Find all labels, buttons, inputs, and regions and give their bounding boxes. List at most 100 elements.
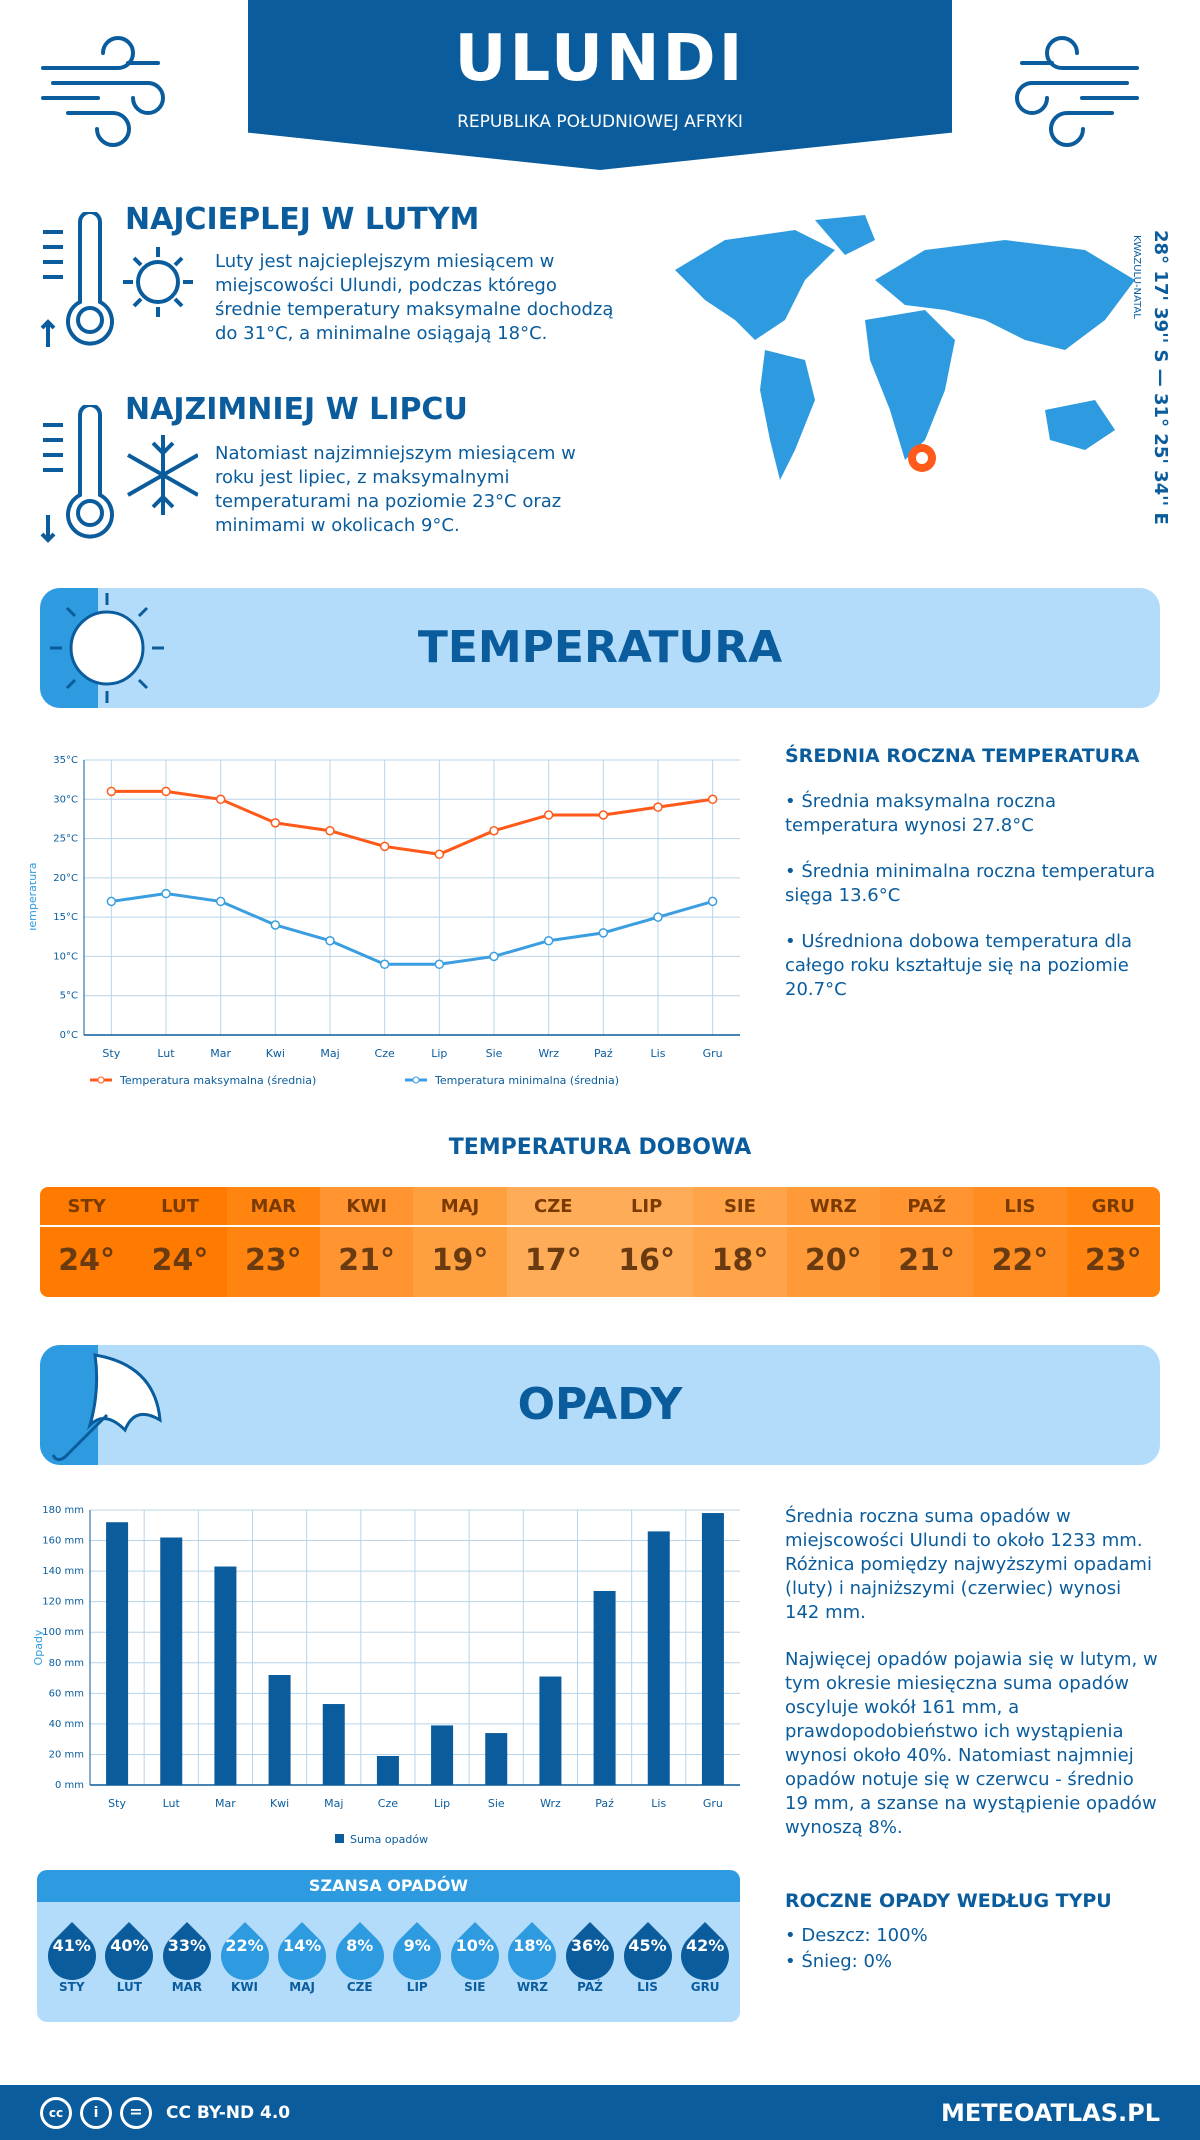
precip-text-2: Najwięcej opadów pojawia się w lutym, w … [785, 1649, 1158, 1838]
bar-mar [214, 1566, 237, 1785]
daily-temp-kwi: KWI 21° [319, 1187, 414, 1297]
daily-value: 20° [804, 1243, 862, 1278]
daily-temp-title: TEMPERATURA DOBOWA [448, 1135, 752, 1160]
data-point [489, 825, 499, 836]
x-tick-label: Lip [434, 1797, 450, 1810]
y-tick-label: 160 mm [42, 1536, 84, 1547]
chance-value: 42% [685, 1936, 725, 1955]
precip-chance-drops: 41% STY 40% LUT 33% MAR 22% KWI 14% MAJ 8% CZE 9% LIP… [37, 1902, 740, 1994]
y-tick-label: 10°C [53, 951, 78, 962]
no-derivatives-icon: = [120, 2097, 152, 2129]
data-point [215, 794, 226, 805]
data-point [325, 825, 335, 836]
x-tick-label: Maj [320, 1047, 339, 1060]
chance-value: 10% [455, 1936, 494, 1955]
chance-month: KWI [231, 1980, 259, 1994]
data-point [325, 935, 335, 946]
wind-icon-left [41, 36, 165, 147]
umbrella-rain-icon [51, 1353, 162, 1462]
daily-month: CZE [506, 1187, 600, 1227]
daily-value: 18° [711, 1243, 769, 1278]
daily-month: SIE [693, 1187, 787, 1227]
bar-cze [376, 1755, 399, 1785]
y-tick-label: 140 mm [42, 1566, 84, 1577]
daily-value: 16° [618, 1243, 675, 1278]
x-tick-label: Kwi [270, 1797, 289, 1810]
sun-icon [50, 593, 164, 703]
chance-month: GRU [690, 1980, 720, 1994]
data-point [707, 896, 718, 907]
precip-chance-title: SZANSA OPADÓW [37, 1870, 740, 1902]
bar-lip [431, 1725, 454, 1785]
y-tick-label: 5°C [60, 991, 78, 1002]
license-badge[interactable]: cc i = CC BY-ND 4.0 [40, 2097, 290, 2129]
x-tick-label: Lis [651, 1797, 666, 1810]
data-point [379, 959, 390, 970]
license-text: CC BY-ND 4.0 [166, 2103, 291, 2123]
data-point [543, 935, 554, 946]
chance-drop-sty: 41% STY [37, 1914, 106, 1994]
precip-type-title: ROCZNE OPADY WEDŁUG TYPU [785, 1890, 1112, 1912]
header-banner: ULUNDI REPUBLIKA POŁUDNIOWEJ AFRYKI [248, 0, 952, 170]
hottest-title: NAJCIEPLEJ W LUTYM [125, 202, 480, 237]
legend-marker [97, 1076, 105, 1084]
y-tick-label: 15°C [53, 912, 78, 923]
bar-sty [106, 1522, 129, 1785]
legend-swatch [335, 1834, 344, 1843]
daily-temp-cze: CZE 17° [506, 1187, 600, 1297]
chance-month: STY [59, 1980, 85, 1994]
y-tick-label: 180 mm [42, 1505, 84, 1516]
daily-value: 21° [898, 1243, 955, 1278]
site-link[interactable]: METEOATLAS.PL [940, 2099, 1160, 2127]
y-tick-label: 20°C [53, 873, 78, 884]
x-tick-label: Mar [215, 1797, 236, 1810]
daily-value: 19° [431, 1243, 489, 1278]
world-map [675, 215, 1135, 480]
chance-value: 14% [282, 1936, 322, 1955]
legend-label: Temperatura minimalna (średnia) [434, 1074, 619, 1087]
cc-icon: cc [40, 2097, 72, 2129]
x-tick-label: Cze [378, 1797, 398, 1810]
y-tick-label: 80 mm [49, 1658, 84, 1669]
y-tick-label: 20 mm [49, 1749, 84, 1760]
daily-temp-sie: SIE 18° [693, 1187, 787, 1297]
data-point [106, 786, 117, 797]
data-point [106, 896, 117, 907]
chance-drop-lis: 45% LIS [613, 1914, 682, 1994]
daily-month: MAR [226, 1187, 320, 1227]
chance-drop-mar: 33% MAR [152, 1914, 221, 1994]
chance-value: 8% [346, 1936, 374, 1955]
data-point [543, 810, 554, 820]
wind-icon-right [1015, 36, 1139, 147]
daily-temp-wrz: WRZ 20° [786, 1187, 880, 1297]
chance-drop-gru: 42% GRU [671, 1914, 740, 1994]
x-tick-label: Cze [375, 1047, 395, 1060]
x-tick-label: Lut [157, 1047, 175, 1060]
chance-drop-wrz: 18% WRZ [498, 1914, 567, 1994]
thermometer-sun-icon [40, 212, 193, 347]
x-tick-label: Sie [488, 1797, 505, 1810]
y-axis-title: Temperatura [30, 863, 39, 934]
x-tick-label: Wrz [538, 1047, 559, 1060]
data-point [598, 928, 609, 938]
bar-kwi [268, 1675, 291, 1785]
daily-month: LIP [599, 1187, 694, 1227]
bar-paź [593, 1590, 616, 1785]
series-line-min [111, 892, 714, 966]
annual-temp-1: • Średnia maksymalna roczna temperatura … [785, 791, 1056, 836]
precipitation-chart: 0 mm 20 mm 40 mm 60 mm 80 mm 100 mm 120 mm 140 … [32, 1505, 740, 1846]
chance-month: PAŹ [577, 1980, 603, 1994]
y-tick-label: 60 mm [49, 1688, 84, 1699]
annual-temp-title: ŚREDNIA ROCZNA TEMPERATURA [785, 745, 1140, 767]
daily-temp-sty: STY 24° [40, 1187, 134, 1297]
x-tick-label: Gru [703, 1797, 723, 1810]
chance-value: 18% [513, 1936, 552, 1955]
attribution-icon: i [80, 2097, 112, 2129]
daily-temp-lut: LUT 24° [133, 1187, 227, 1297]
legend-marker [412, 1076, 420, 1084]
chance-month: MAJ [289, 1980, 315, 1994]
temperature-title: TEMPERATURA [417, 622, 783, 673]
chance-month: MAR [171, 1980, 203, 1994]
daily-month: LIS [973, 1187, 1067, 1227]
bar-lis [647, 1531, 670, 1785]
